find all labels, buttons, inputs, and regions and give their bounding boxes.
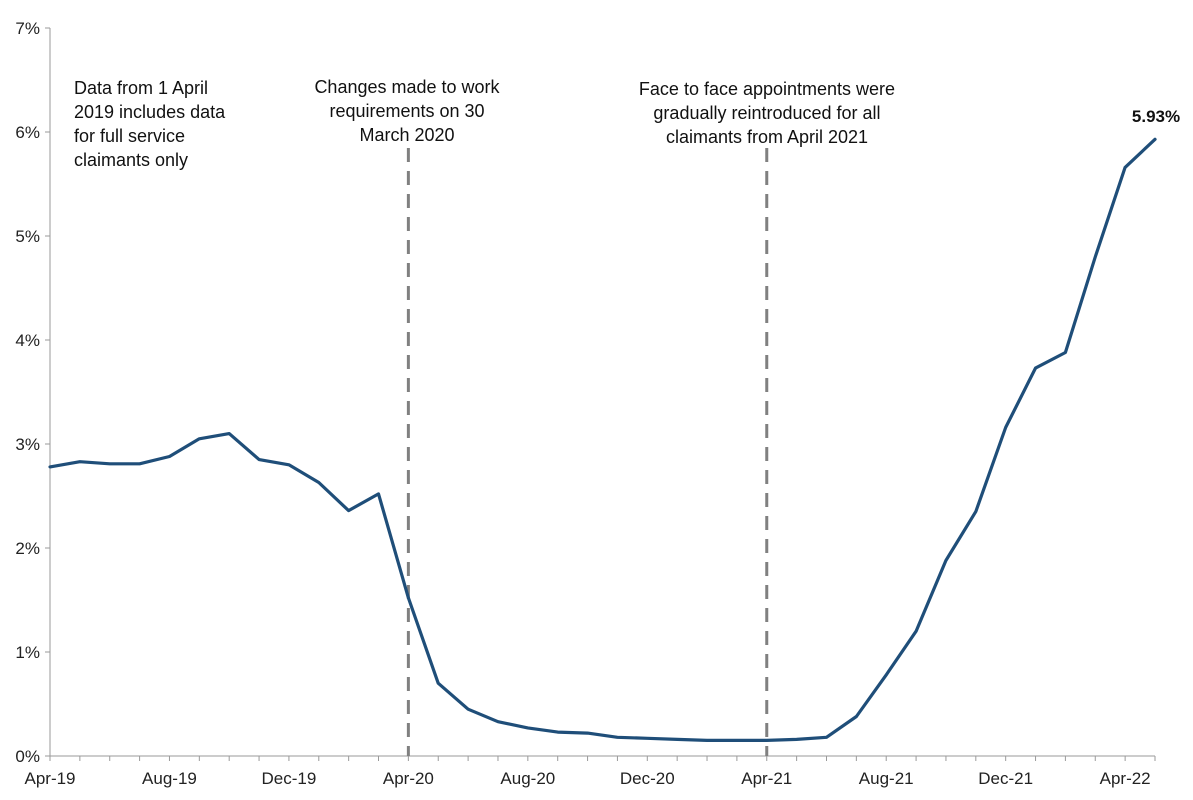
annotation-line: claimants only bbox=[74, 150, 188, 170]
series-group: 5.93% bbox=[48, 107, 1180, 743]
series-line bbox=[48, 137, 1157, 743]
x-tick-label: Dec-21 bbox=[978, 769, 1033, 788]
annotation-line: for full service bbox=[74, 126, 185, 146]
annotation-line: requirements on 30 bbox=[329, 101, 484, 121]
y-tick-label: 7% bbox=[15, 19, 40, 38]
y-tick-label: 2% bbox=[15, 539, 40, 558]
annotation-line: gradually reintroduced for all bbox=[653, 103, 880, 123]
y-tick-label: 0% bbox=[15, 747, 40, 766]
x-tick-label: Apr-21 bbox=[741, 769, 792, 788]
end-value-label: 5.93% bbox=[1132, 107, 1180, 126]
x-tick-label: Apr-19 bbox=[24, 769, 75, 788]
annotation-text: Data from 1 April 2019 includes data for f… bbox=[74, 78, 226, 170]
annotation-line: March 2020 bbox=[359, 125, 454, 145]
x-tick-label: Apr-22 bbox=[1100, 769, 1151, 788]
axes: 0% 1% 2% 3% 4% 5% 6% 7% Apr-19 Aug-19 Dec-19 Apr-20… bbox=[15, 19, 1156, 788]
annotation-text: Changes made to work requirements on 30 Ma… bbox=[314, 77, 500, 145]
x-tick-label: Dec-20 bbox=[620, 769, 675, 788]
y-tick-label: 6% bbox=[15, 123, 40, 142]
vertical-markers bbox=[406, 148, 769, 756]
x-tick-label: Aug-20 bbox=[500, 769, 555, 788]
annotation-text: Face to face appointments were gradually … bbox=[639, 79, 895, 147]
x-tick-label: Aug-21 bbox=[859, 769, 914, 788]
annotation-line: 2019 includes data bbox=[74, 102, 226, 122]
annotation-line: claimants from April 2021 bbox=[666, 127, 868, 147]
x-tick-label: Dec-19 bbox=[262, 769, 317, 788]
x-tick-label: Apr-20 bbox=[383, 769, 434, 788]
y-tick-label: 1% bbox=[15, 643, 40, 662]
annotation-line: Face to face appointments were bbox=[639, 79, 895, 99]
y-tick-label: 5% bbox=[15, 227, 40, 246]
y-tick-label: 3% bbox=[15, 435, 40, 454]
annotation-line: Changes made to work bbox=[314, 77, 500, 97]
annotation-line: Data from 1 April bbox=[74, 78, 208, 98]
annotations: Data from 1 April 2019 includes data for f… bbox=[74, 77, 895, 170]
y-tick-label: 4% bbox=[15, 331, 40, 350]
x-tick-label: Aug-19 bbox=[142, 769, 197, 788]
